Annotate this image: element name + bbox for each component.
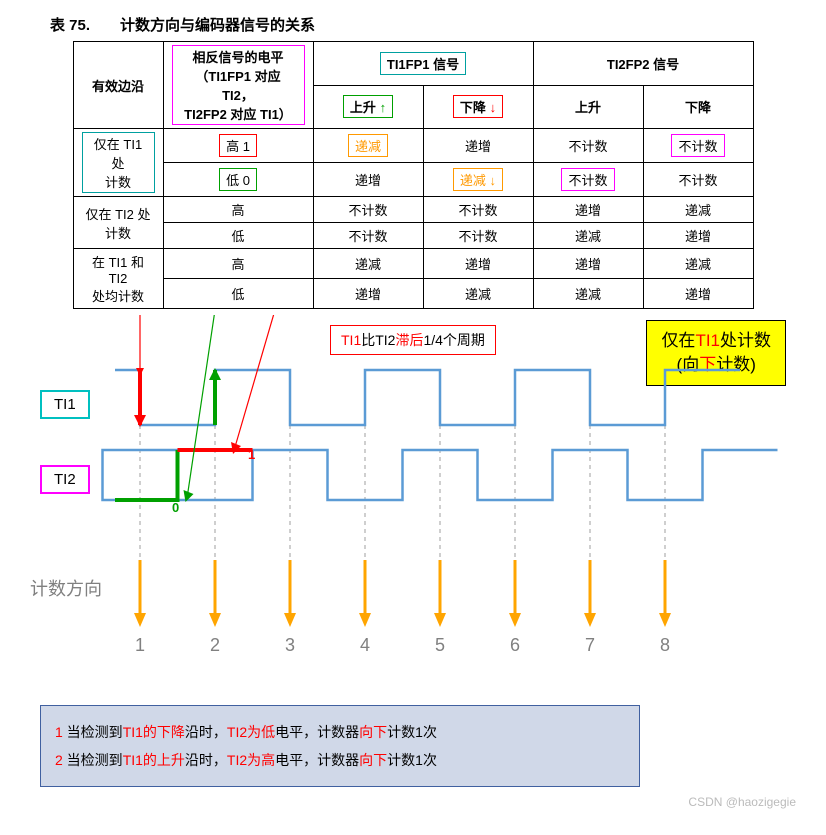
- c3-6: 递减: [423, 279, 533, 309]
- table-title: 表 75. 计数方向与编码器信号的关系: [50, 14, 816, 35]
- c-noc3: 不计数: [533, 163, 643, 197]
- c3-5: 递增: [313, 279, 423, 309]
- c-noc4: 不计数: [643, 163, 753, 197]
- r2-edge: 仅在 TI2 处计数: [73, 197, 163, 249]
- c3-7: 递减: [533, 279, 643, 309]
- c2-7: 递减: [533, 223, 643, 249]
- r1-edge: 仅在 TI1 处计数: [73, 129, 163, 197]
- c3-2: 递增: [423, 249, 533, 279]
- c3-4: 递减: [643, 249, 753, 279]
- exp-line2: 2 当检测到TI1的上升沿时，TI2为高电平，计数器向下计数1次: [55, 746, 625, 774]
- c-inc2: 递增: [313, 163, 423, 197]
- c3-lo: 低: [163, 279, 313, 309]
- c-noc1: 不计数: [533, 129, 643, 163]
- c2-4: 递减: [643, 197, 753, 223]
- c2-3: 递增: [533, 197, 643, 223]
- c2-5: 不计数: [313, 223, 423, 249]
- c-hi1: 高 1: [163, 129, 313, 163]
- r3-edge: 在 TI1 和 TI2处均计数: [73, 249, 163, 309]
- count-num-4: 4: [360, 635, 370, 656]
- c2-8: 递增: [643, 223, 753, 249]
- zero-label: 0: [172, 500, 179, 515]
- count-num-1: 1: [135, 635, 145, 656]
- c-noc2: 不计数: [643, 129, 753, 163]
- exp-line1: 1 当检测到TI1的下降沿时，TI2为低电平，计数器向下计数1次: [55, 718, 625, 746]
- c2-lo: 低: [163, 223, 313, 249]
- c-dec2: 递减 ↓: [423, 163, 533, 197]
- one-label: 1: [248, 447, 255, 462]
- c-dec1: 递减: [313, 129, 423, 163]
- c2-6: 不计数: [423, 223, 533, 249]
- c3-8: 递增: [643, 279, 753, 309]
- encoder-table: 有效边沿 相反信号的电平 （TI1FP1 对应 TI2， TI2FP2 对应 T…: [73, 41, 754, 309]
- explanation-box: 1 当检测到TI1的下降沿时，TI2为低电平，计数器向下计数1次 2 当检测到T…: [40, 705, 640, 787]
- count-num-5: 5: [435, 635, 445, 656]
- waveform-svg: [10, 315, 816, 675]
- th-edge: 有效边沿: [73, 42, 163, 129]
- th-opp: 相反信号的电平 （TI1FP1 对应 TI2， TI2FP2 对应 TI1）: [163, 42, 313, 129]
- watermark: CSDN @haozigegie: [688, 795, 796, 809]
- count-num-6: 6: [510, 635, 520, 656]
- th-up1: 上升 ↑: [313, 85, 423, 129]
- th-down2: 下降: [643, 85, 753, 129]
- th-t1: TI1FP1 信号: [313, 42, 533, 86]
- c3-3: 递增: [533, 249, 643, 279]
- count-num-8: 8: [660, 635, 670, 656]
- c2-2: 不计数: [423, 197, 533, 223]
- c-lo0: 低 0: [163, 163, 313, 197]
- th-t2: TI2FP2 信号: [533, 42, 753, 86]
- count-num-7: 7: [585, 635, 595, 656]
- count-num-3: 3: [285, 635, 295, 656]
- timing-diagram: TI1比TI2滞后1/4个周期 仅在TI1处计数 (向下计数) TI1 TI2 …: [10, 315, 816, 825]
- c3-1: 递减: [313, 249, 423, 279]
- c3-hi: 高: [163, 249, 313, 279]
- th-up2: 上升: [533, 85, 643, 129]
- c2-1: 不计数: [313, 197, 423, 223]
- c-inc1: 递增: [423, 129, 533, 163]
- th-down1: 下降 ↓: [423, 85, 533, 129]
- c2-hi: 高: [163, 197, 313, 223]
- count-num-2: 2: [210, 635, 220, 656]
